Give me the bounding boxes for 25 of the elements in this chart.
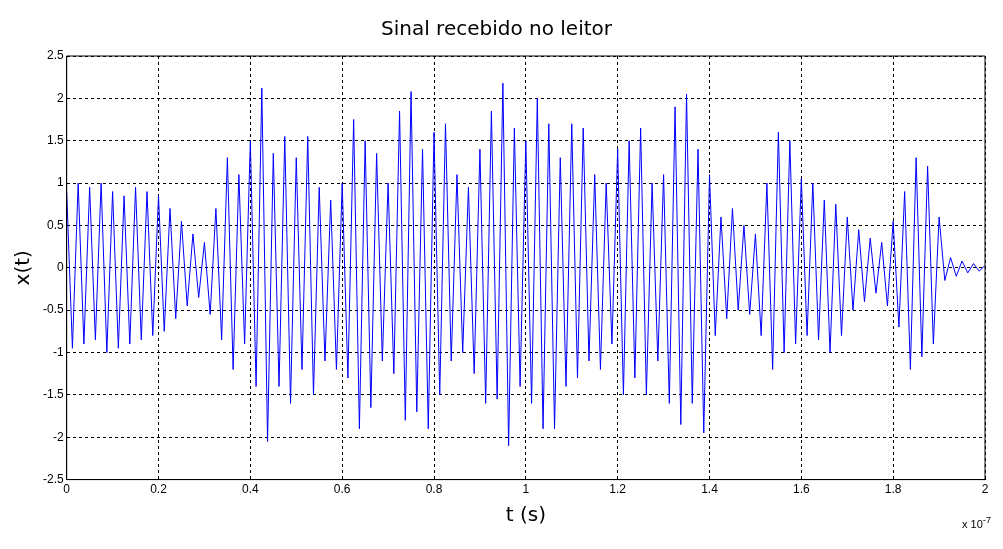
x-tick-label: 0.2 [150,482,168,497]
y-tick-label: -2.5 [42,471,64,486]
y-tick-label: 1 [56,175,64,190]
y-tick-label: -0.5 [42,302,64,317]
x-tick-label: 1.2 [609,482,627,497]
y-tick-label: 2 [56,90,64,105]
x-tick-label: 1.8 [884,482,902,497]
x-tick-label: 2 [981,482,989,497]
y-tick-label: 0.5 [46,217,64,232]
x-tick-label: 0.6 [333,482,351,497]
y-tick-label: -1 [53,344,64,359]
y-tick-label: 1.5 [46,133,64,148]
text: x 10$^{-7}$ [962,515,991,530]
y-tick-label: -1.5 [42,387,64,402]
y-tick-label: 0 [56,260,64,275]
y-tick-label: -2 [53,429,64,444]
x-tick-label: 0.8 [425,482,443,497]
x-axis-title: t (s) [505,502,546,527]
x-tick-label: 1 [522,482,530,497]
y-tick-label: 2.5 [46,48,64,63]
chart-title: Sinal recebido no leitor [380,16,613,41]
y-axis-title: x(t) [10,250,35,286]
x-tick-label: 1.6 [792,482,810,497]
x-tick-label: 1.4 [701,482,719,497]
x-tick-label: 0.4 [242,482,260,497]
